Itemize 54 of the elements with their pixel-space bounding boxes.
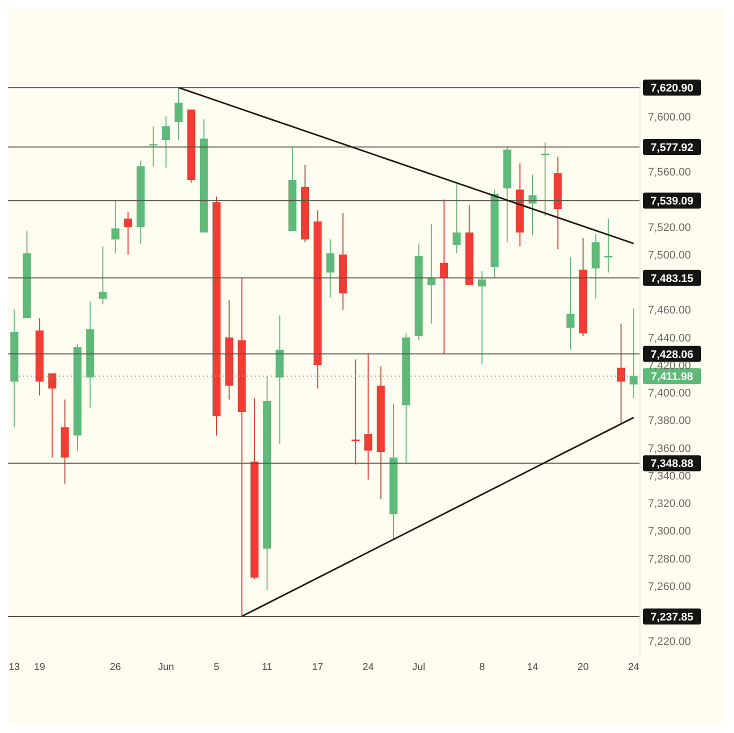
ref-line-label: 7,348.88 xyxy=(650,458,694,470)
y-tick-label: 7,460.00 xyxy=(648,304,691,317)
x-tick-label: 14 xyxy=(526,662,539,674)
x-tick-label: 24 xyxy=(362,662,374,674)
y-tick-label: 7,380.00 xyxy=(648,415,691,428)
y-tick-label: 7,560.00 xyxy=(648,166,691,179)
candlestick xyxy=(98,246,107,305)
x-tick-label: 26 xyxy=(110,662,122,674)
x-tick-label: 19 xyxy=(34,662,46,674)
y-tick-label: 7,220.00 xyxy=(648,636,691,648)
x-tick-label: Jun xyxy=(158,662,174,674)
y-tick-label: 7,320.00 xyxy=(648,498,691,510)
y-tick-label: 7,300.00 xyxy=(648,526,691,538)
x-tick-label: 24 xyxy=(628,662,640,674)
candlestick xyxy=(48,372,56,458)
ref-line-label: 7,428.06 xyxy=(650,348,694,361)
candlestick xyxy=(111,200,120,254)
candlestick xyxy=(124,211,132,256)
y-tick-label: 7,360.00 xyxy=(648,442,691,455)
candlestick xyxy=(604,218,612,274)
y-tick-label: 7,520.00 xyxy=(648,222,691,234)
ref-line-label: 7,483.15 xyxy=(650,272,694,285)
y-tick-label: 7,500.00 xyxy=(648,249,691,262)
candlestick xyxy=(528,174,537,236)
candlestick xyxy=(452,184,461,254)
x-tick-label: 8 xyxy=(479,662,486,674)
candlestick xyxy=(427,224,436,324)
candlestick xyxy=(352,359,360,465)
x-tick-label: 17 xyxy=(312,662,324,674)
candlestick xyxy=(326,238,334,298)
x-tick-label: Jul xyxy=(412,662,426,674)
candlestick xyxy=(174,87,183,140)
ref-line-label: 7,577.92 xyxy=(650,142,694,154)
candlestick xyxy=(440,198,448,354)
y-tick-label: 7,260.00 xyxy=(648,580,691,593)
y-tick-label: 7,400.00 xyxy=(648,388,691,400)
y-tick-label: 7,340.00 xyxy=(648,470,691,482)
ref-line-label: 7,237.85 xyxy=(650,612,694,624)
candlestick xyxy=(616,323,625,425)
x-tick-label: 20 xyxy=(578,662,590,674)
ref-line-label: 7,411.98 xyxy=(650,371,694,384)
ref-line-label: 7,539.09 xyxy=(650,196,694,208)
candlestick xyxy=(566,256,574,350)
x-tick-label: 13 xyxy=(8,662,20,674)
x-tick-label: 5 xyxy=(214,662,220,674)
candlestick xyxy=(162,116,170,168)
y-tick-label: 7,600.00 xyxy=(648,111,691,124)
y-tick-label: 7,280.00 xyxy=(648,553,691,566)
candlestick xyxy=(149,126,158,167)
candlestick xyxy=(364,354,372,480)
candlestick xyxy=(478,270,486,364)
ref-line-label: 7,620.90 xyxy=(650,82,694,95)
y-tick-label: 7,440.00 xyxy=(648,332,691,344)
x-tick-label: 11 xyxy=(262,662,273,674)
